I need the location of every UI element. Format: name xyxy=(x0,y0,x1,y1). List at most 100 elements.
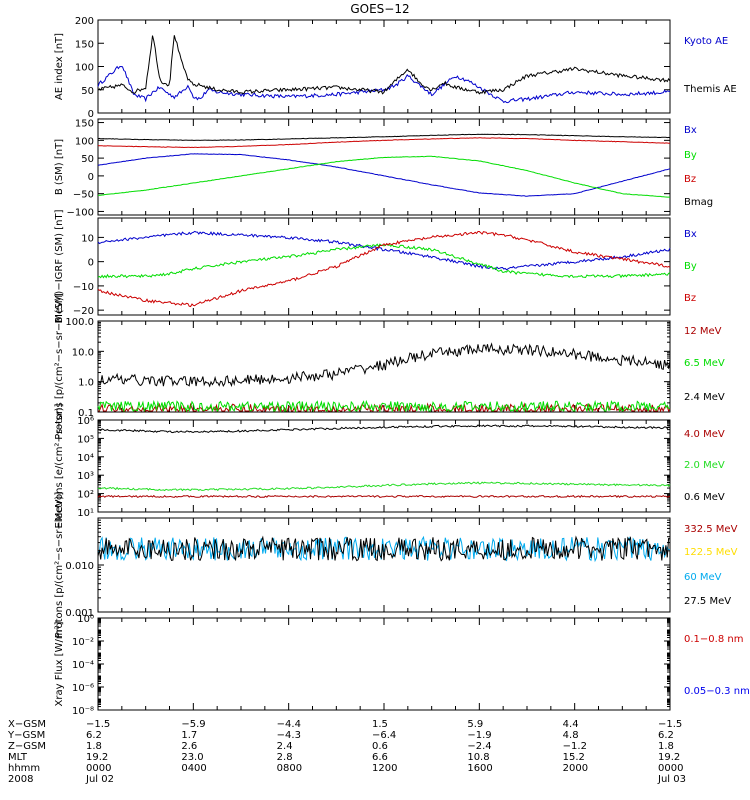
x-tick-value: 1.7 xyxy=(181,730,197,741)
y-tick-label: 100 xyxy=(75,136,94,147)
x-tick-value: −5.9 xyxy=(181,719,205,730)
y-tick-label: 10 xyxy=(81,233,94,244)
legend-label: Bz xyxy=(684,293,696,304)
y-axis-label: Protons [p/(cm²−s−sr−MeV)] xyxy=(54,293,65,440)
y-axis-label: B (SM) [nT] xyxy=(54,139,65,195)
x-tick-value: Jul 02 xyxy=(85,774,114,785)
series-line-protons_low-0 xyxy=(98,402,671,413)
legend-label: 0.1−0.8 nm xyxy=(684,634,743,645)
x-tick-value: 19.2 xyxy=(86,752,108,763)
legend-label: 0.05−0.3 nm xyxy=(684,686,750,697)
legend-label: 12 MeV xyxy=(684,326,722,337)
panel-electrons: 10¹ 10² 10³ 10⁴ 10⁵ 10⁶ Electrons [e/(cm²−s−sr… xyxy=(54,403,725,528)
y-tick-label: −10 xyxy=(73,282,94,293)
x-tick-value: 4.8 xyxy=(563,730,579,741)
x-row-label: Y−GSM xyxy=(7,730,45,741)
y-tick-label: 10³ xyxy=(77,471,94,482)
x-tick-value: −2.4 xyxy=(467,741,491,752)
x-tick-value: 2.4 xyxy=(277,741,293,752)
y-tick-label: 10⁻⁶ xyxy=(72,683,94,694)
series-line-bdiff-1 xyxy=(97,243,671,279)
y-axis-label: AE index [nT] xyxy=(54,33,65,100)
panel-xray: 10⁻⁸ 10⁻⁶ 10⁻⁴ 10⁻² 10⁰ Xray Flux [W/m²] 0.1−0… xyxy=(54,614,750,717)
series-line-ae-1 xyxy=(97,35,671,95)
series-line-protons_low-1 xyxy=(97,399,671,413)
panel-frame xyxy=(97,217,671,316)
series-line-ae-0 xyxy=(97,65,671,104)
x-row-label: X−GSM xyxy=(8,719,46,730)
y-tick-label: 100.0 xyxy=(65,317,94,328)
x-tick-value: 4.4 xyxy=(563,719,579,730)
x-tick-value: −1.5 xyxy=(658,719,682,730)
y-tick-label: 0 xyxy=(88,109,94,120)
panel-frame xyxy=(97,320,671,413)
legend-label: Bx xyxy=(684,125,697,136)
y-axis-label: B (SM)−IGRF (SM) [nT] xyxy=(54,209,65,323)
panel-frame xyxy=(97,419,671,513)
panel-bsm: −100 −50 0 50 100 150 B (SM) [nT] Bx By Bz Bmag xyxy=(54,118,713,218)
x-tick-value: −1.5 xyxy=(86,719,110,730)
x-tick-value: 1.8 xyxy=(658,741,674,752)
y-tick-label: 150 xyxy=(75,39,94,50)
legend-label: 60 MeV xyxy=(684,572,722,583)
y-tick-label: 10.0 xyxy=(72,347,94,358)
series-line-electrons-1 xyxy=(97,481,671,492)
y-axis-label: Xray Flux [W/m²] xyxy=(54,621,65,706)
y-tick-label: 10⁶ xyxy=(77,416,94,427)
legend-label: By xyxy=(684,150,697,161)
legend-label: 6.5 MeV xyxy=(684,358,725,369)
y-tick-label: 50 xyxy=(81,154,94,165)
x-tick-value: −4.3 xyxy=(277,730,301,741)
y-tick-label: 0 xyxy=(88,258,94,269)
y-tick-label: 10⁵ xyxy=(77,434,94,445)
y-tick-label: 1.0 xyxy=(78,378,94,389)
series-line-bdiff-2 xyxy=(97,231,671,308)
series-line-bsm-0 xyxy=(97,153,671,197)
y-tick-label: 150 xyxy=(75,119,94,130)
x-tick-value: −1.2 xyxy=(563,741,587,752)
panel-frame xyxy=(97,517,671,613)
y-tick-label: −50 xyxy=(73,190,94,201)
y-tick-label: −20 xyxy=(73,306,94,317)
y-axis-label: Electrons [e/(cm²−s−sr)] xyxy=(54,403,65,528)
y-tick-label: 0.001 xyxy=(65,608,94,619)
x-tick-value: 19.2 xyxy=(658,752,680,763)
x-tick-value: −6.4 xyxy=(372,730,396,741)
x-row-label: hhmm xyxy=(8,763,40,774)
y-tick-label: 0.010 xyxy=(65,561,94,572)
y-tick-label: 0 xyxy=(88,172,94,183)
x-tick-value: 0000 xyxy=(86,763,111,774)
legend-label: Bz xyxy=(684,174,696,185)
x-tick-value: 2.8 xyxy=(277,752,293,763)
x-tick-value: 0800 xyxy=(277,763,302,774)
y-tick-label: 10⁻⁸ xyxy=(72,706,94,717)
x-tick-value: 0400 xyxy=(181,763,206,774)
y-tick-label: 10⁻² xyxy=(72,637,94,648)
legend-label: Kyoto AE xyxy=(684,36,728,47)
legend-label: 4.0 MeV xyxy=(684,429,725,440)
x-tick-value: 6.6 xyxy=(372,752,388,763)
x-tick-value: 15.2 xyxy=(563,752,585,763)
y-tick-label: 200 xyxy=(75,16,94,27)
y-tick-label: −100 xyxy=(67,207,94,218)
legend-label: Bmag xyxy=(684,197,713,208)
x-tick-value: 23.0 xyxy=(181,752,203,763)
series-line-bsm-2 xyxy=(97,137,670,149)
legend-label: 122.5 MeV xyxy=(684,547,738,558)
legend-label: 0.6 MeV xyxy=(684,492,725,503)
x-tick-value: 6.2 xyxy=(86,730,102,741)
legend-label: By xyxy=(684,261,697,272)
x-tick-value: 2.6 xyxy=(181,741,197,752)
y-tick-label: 10¹ xyxy=(77,508,94,519)
legend-label: 27.5 MeV xyxy=(684,596,731,607)
x-tick-value: 6.2 xyxy=(658,730,674,741)
x-tick-value: −1.9 xyxy=(467,730,491,741)
series-line-bsm-3 xyxy=(97,133,671,141)
x-axis-table: X−GSMY−GSMZ−GSMMLThhmm2008−1.56.21.819.2… xyxy=(7,719,686,785)
x-tick-value: Jul 03 xyxy=(657,774,686,785)
y-tick-label: 10⁴ xyxy=(77,453,94,464)
